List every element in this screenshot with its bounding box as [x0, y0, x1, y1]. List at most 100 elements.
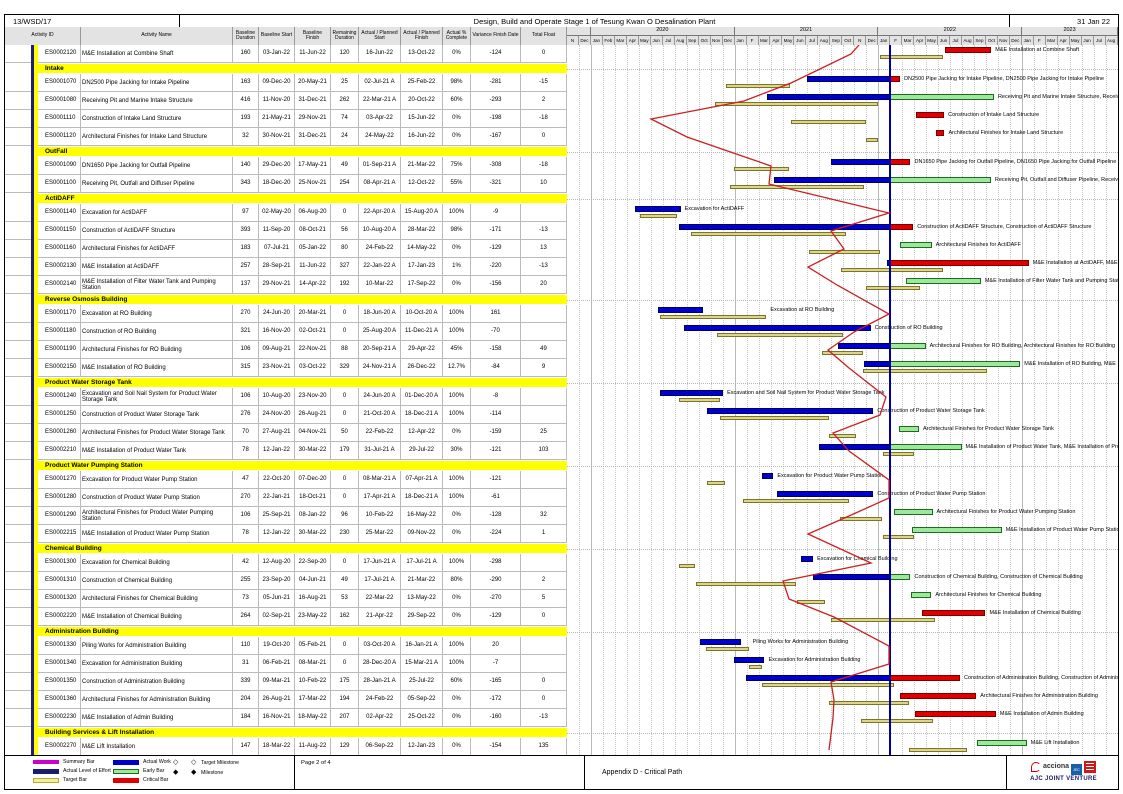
- activity-row[interactable]: ES0002120 M&E Installation at Combine Sha…: [5, 45, 567, 63]
- activity-row[interactable]: ES0001280 Construction of Product Water P…: [5, 489, 567, 507]
- activity-row[interactable]: ES0001340 Excavation for Administration B…: [5, 655, 567, 673]
- gantt-bar-target[interactable]: [720, 416, 829, 420]
- gantt-bar-target[interactable]: [863, 369, 988, 373]
- gantt-bar-target[interactable]: [743, 499, 850, 503]
- gantt-bar-target[interactable]: [828, 701, 909, 705]
- gantt-bar-early[interactable]: [976, 740, 1027, 746]
- gantt-bar-actual[interactable]: [838, 343, 891, 349]
- activity-row[interactable]: ES0002270 M&E Lift Installation 147 18-Mar-…: [5, 738, 567, 755]
- activity-row[interactable]: ES0001110 Construction of Intake Land Str…: [5, 110, 567, 128]
- gantt-bar-critical[interactable]: [915, 711, 996, 717]
- activity-row[interactable]: ES0001290 Architectural Finishes for Prod…: [5, 507, 567, 525]
- gantt-bar-target[interactable]: [748, 665, 762, 669]
- gantt-bar-target[interactable]: [809, 250, 881, 254]
- gantt-bar-target[interactable]: [762, 683, 895, 687]
- activity-row[interactable]: ES0002210 M&E Installation of Product Wat…: [5, 442, 567, 460]
- gantt-bar-target[interactable]: [660, 315, 767, 319]
- activity-row[interactable]: ES0001070 DN2500 Pipe Jacking for Intake …: [5, 74, 567, 92]
- gantt-bar-early[interactable]: [890, 177, 991, 183]
- gantt-bar-target[interactable]: [860, 719, 934, 723]
- gantt-bar-critical[interactable]: [890, 159, 911, 165]
- gantt-bar-target[interactable]: [865, 286, 920, 290]
- activity-row[interactable]: ES0001170 Excavation at RO Building 270 24-…: [5, 305, 567, 323]
- gantt-bar-critical[interactable]: [890, 260, 1029, 266]
- gantt-bar-target[interactable]: [678, 398, 720, 402]
- gantt-bar-early[interactable]: [894, 509, 933, 515]
- activity-row[interactable]: ES0001100 Receiving Pit, Outfall and Diff…: [5, 175, 567, 193]
- gantt-bar-early[interactable]: [898, 426, 919, 432]
- gantt-bar-target[interactable]: [706, 647, 749, 651]
- gantt-bar-actual[interactable]: [767, 94, 891, 100]
- gantt-bar-actual[interactable]: [863, 361, 891, 367]
- activity-row[interactable]: ES0001310 Construction of Chemical Buildi…: [5, 572, 567, 590]
- gantt-bar-target[interactable]: [679, 564, 696, 568]
- gantt-bar-target[interactable]: [726, 84, 791, 88]
- gantt-bar-target[interactable]: [883, 535, 914, 539]
- activity-row[interactable]: ES0001080 Receiving Pit and Marine Intake…: [5, 92, 567, 110]
- gantt-bar-target[interactable]: [695, 582, 797, 586]
- gantt-bar-actual[interactable]: [807, 76, 891, 82]
- gantt-bar-critical[interactable]: [935, 130, 945, 136]
- activity-row[interactable]: ES0001160 Architectural Finishes for Acti…: [5, 240, 567, 258]
- gantt-bar-target[interactable]: [883, 452, 914, 456]
- activity-row[interactable]: ES0002215 M&E Installation of Product Wat…: [5, 525, 567, 543]
- activity-row[interactable]: ES0001260 Architectural Finishes for Prod…: [5, 424, 567, 442]
- gantt-bar-actual[interactable]: [761, 473, 774, 479]
- gantt-bar-target[interactable]: [796, 600, 825, 604]
- activity-row[interactable]: ES0001350 Construction of Administration …: [5, 673, 567, 691]
- gantt-bar-early[interactable]: [910, 592, 932, 598]
- activity-row[interactable]: ES0001320 Architectural Finishes for Chem…: [5, 590, 567, 608]
- activity-row[interactable]: ES0001180 Construction of RO Building 321 1…: [5, 323, 567, 341]
- gantt-bar-target[interactable]: [866, 138, 879, 142]
- gantt-bar-early[interactable]: [912, 527, 1002, 533]
- activity-row[interactable]: ES0001250 Construction of Product Water S…: [5, 406, 567, 424]
- gantt-bar-target[interactable]: [707, 481, 726, 485]
- gantt-bar-critical[interactable]: [890, 675, 960, 681]
- gantt-bar-target[interactable]: [790, 120, 866, 124]
- activity-row[interactable]: ES0001240 Excavation and Soil Nail System…: [5, 388, 567, 406]
- gantt-bar-target[interactable]: [716, 333, 844, 337]
- gantt-bar-early[interactable]: [890, 444, 962, 450]
- activity-row[interactable]: ES0002230 M&E Installation of Admin Build…: [5, 709, 567, 727]
- gantt-bar-actual[interactable]: [635, 206, 681, 212]
- gantt-bar-actual[interactable]: [733, 657, 765, 663]
- activity-row[interactable]: ES0002150 M&E Installation of RO Building…: [5, 359, 567, 377]
- gantt-bar-actual[interactable]: [773, 177, 891, 183]
- gantt-bar-early[interactable]: [906, 278, 981, 284]
- activity-row[interactable]: ES0001300 Excavation for Chemical Buildin…: [5, 554, 567, 572]
- gantt-bar-actual[interactable]: [657, 307, 703, 313]
- activity-row[interactable]: ES0001090 DN1650 Pipe Jacking for Outfall…: [5, 157, 567, 175]
- gantt-bar-early[interactable]: [890, 343, 926, 349]
- gantt-bar-target[interactable]: [733, 167, 790, 171]
- gantt-bar-target[interactable]: [639, 214, 678, 218]
- gantt-bar-critical[interactable]: [890, 224, 914, 230]
- gantt-bar-actual[interactable]: [777, 491, 874, 497]
- activity-row[interactable]: ES0002140 M&E Installation of Filter Wate…: [5, 276, 567, 294]
- activity-row[interactable]: ES0001190 Architectural Finishes for RO B…: [5, 341, 567, 359]
- activity-row[interactable]: ES0001360 Architectural Finishes for Admi…: [5, 691, 567, 709]
- activity-row[interactable]: ES0001330 Piling Works for Administration…: [5, 637, 567, 655]
- gantt-bar-target[interactable]: [729, 185, 865, 189]
- gantt-bar-target[interactable]: [714, 102, 879, 106]
- gantt-bar-early[interactable]: [899, 242, 932, 248]
- gantt-bar-actual[interactable]: [745, 675, 891, 681]
- gantt-bar-actual[interactable]: [660, 390, 724, 396]
- gantt-bar-actual[interactable]: [830, 159, 891, 165]
- gantt-bar-actual[interactable]: [818, 444, 891, 450]
- gantt-bar-early[interactable]: [890, 361, 1021, 367]
- gantt-bar-actual[interactable]: [801, 556, 814, 562]
- gantt-bar-actual[interactable]: [699, 639, 741, 645]
- gantt-bar-target[interactable]: [691, 232, 846, 236]
- gantt-bar-critical[interactable]: [944, 47, 992, 53]
- gantt-bar-actual[interactable]: [706, 408, 874, 414]
- gantt-bar-critical[interactable]: [899, 693, 977, 699]
- gantt-bar-early[interactable]: [890, 574, 911, 580]
- activity-row[interactable]: ES0001270 Excavation for Product Water Pu…: [5, 471, 567, 489]
- gantt-bar-target[interactable]: [828, 434, 857, 438]
- activity-row[interactable]: ES0001150 Construction of ActiDAFF Struct…: [5, 222, 567, 240]
- activity-row[interactable]: ES0002130 M&E Installation at ActiDAFF 257…: [5, 258, 567, 276]
- gantt-bar-critical[interactable]: [922, 610, 986, 616]
- gantt-bar-actual[interactable]: [678, 224, 891, 230]
- gantt-bar-early[interactable]: [890, 94, 994, 100]
- gantt-bar-actual[interactable]: [684, 325, 871, 331]
